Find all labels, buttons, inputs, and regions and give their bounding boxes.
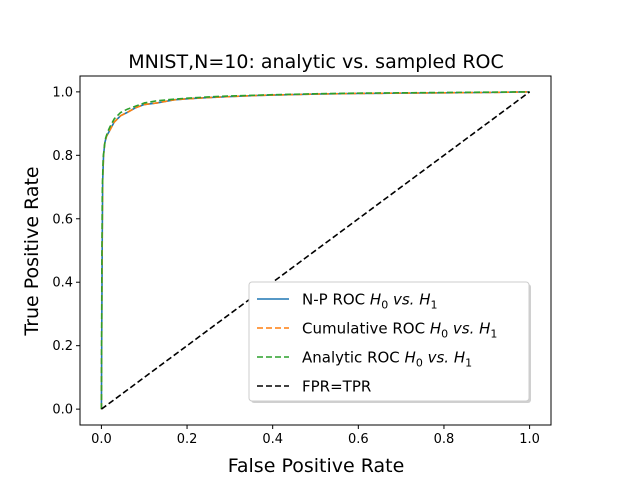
plot-area — [100, 91, 531, 410]
y-axis-ticks: 0.0 0.2 0.4 0.6 0.8 1.0 — [52, 85, 80, 418]
legend-label-part: H — [419, 291, 430, 309]
legend-label-part: H — [430, 320, 441, 338]
x-tick-label: 0.0 — [91, 432, 112, 447]
x-tick-label: 0.6 — [348, 432, 369, 447]
legend-label-part: FPR=TPR — [302, 378, 371, 396]
legend-label-part: Cumulative ROC — [302, 320, 430, 338]
legend-label: Cumulative ROC H0 vs. H1 — [302, 320, 497, 341]
legend-box — [248, 281, 530, 402]
x-axis-ticks: 0.0 0.2 0.4 0.6 0.8 1.0 — [91, 425, 540, 447]
series-line-2 — [100, 91, 530, 410]
y-tick-label: 0.6 — [52, 212, 73, 227]
legend-label-part: H — [405, 349, 416, 367]
chart-title: MNIST,N=10: analytic vs. sampled ROC — [128, 51, 504, 73]
y-axis-label: True Positive Rate — [21, 166, 43, 336]
legend-label: FPR=TPR — [302, 378, 371, 396]
legend-label-part: H — [370, 291, 381, 309]
y-tick-label: 0.2 — [52, 339, 73, 354]
x-tick-label: 1.0 — [519, 432, 540, 447]
legend-label-part: 1 — [465, 357, 472, 370]
legend-label-part: vs. — [388, 291, 419, 309]
legend-label-part: Analytic ROC — [302, 349, 405, 367]
y-tick-label: 0.8 — [52, 149, 73, 164]
legend-label-part: vs. — [423, 349, 454, 367]
x-tick-label: 0.8 — [434, 432, 455, 447]
legend-label: N-P ROC H0 vs. H1 — [302, 291, 437, 312]
legend-label-part: 0 — [381, 299, 388, 312]
x-tick-label: 0.2 — [177, 432, 198, 447]
y-tick-label: 0.0 — [52, 403, 73, 418]
legend-label-part: N-P ROC — [302, 291, 370, 309]
legend-label: Analytic ROC H0 vs. H1 — [302, 349, 472, 370]
axes-frame — [79, 75, 552, 426]
legend-label-part: 0 — [416, 357, 423, 370]
x-tick-label: 0.4 — [262, 432, 283, 447]
legend-label-part: vs. — [448, 320, 479, 338]
legend-label-part: 0 — [441, 328, 448, 341]
legend-label-part: 1 — [430, 299, 437, 312]
x-axis-label: False Positive Rate — [228, 455, 405, 477]
y-tick-label: 1.0 — [52, 85, 73, 100]
legend-label-part: H — [479, 320, 490, 338]
y-tick-label: 0.4 — [52, 276, 73, 291]
legend-label-part: H — [454, 349, 465, 367]
series-line-3 — [100, 91, 531, 410]
legend-label-part: 1 — [490, 328, 497, 341]
